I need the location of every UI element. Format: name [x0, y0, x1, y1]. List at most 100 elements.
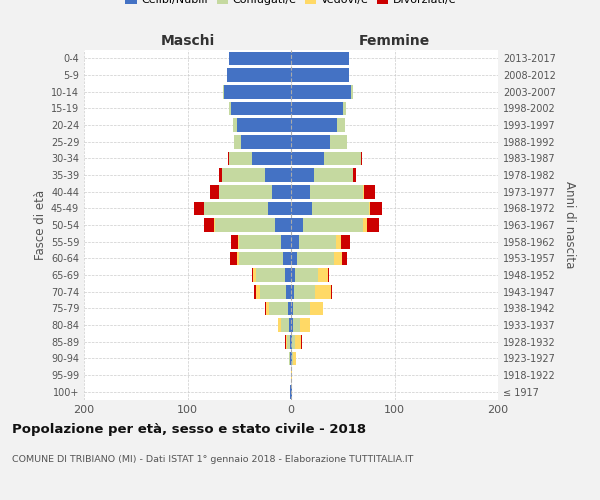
Bar	[286, 285, 291, 298]
Bar	[370, 202, 382, 215]
Bar	[278, 318, 281, 332]
Bar	[253, 268, 256, 282]
Bar	[268, 202, 291, 215]
Bar	[337, 118, 345, 132]
Bar	[291, 185, 310, 198]
Bar	[218, 168, 221, 182]
Bar	[227, 68, 291, 82]
Bar	[286, 335, 287, 348]
Bar	[290, 385, 291, 398]
Bar	[231, 102, 291, 115]
Text: Popolazione per età, sesso e stato civile - 2018: Popolazione per età, sesso e stato civil…	[12, 422, 366, 436]
Bar	[334, 252, 342, 265]
Bar	[304, 218, 364, 232]
Bar	[254, 285, 256, 298]
Bar	[289, 352, 290, 365]
Bar	[218, 185, 272, 198]
Bar	[251, 152, 291, 165]
Bar	[265, 302, 266, 315]
Bar	[266, 302, 269, 315]
Bar	[364, 218, 367, 232]
Y-axis label: Fasce di età: Fasce di età	[34, 190, 47, 260]
Bar	[293, 318, 301, 332]
Bar	[237, 118, 291, 132]
Bar	[353, 168, 356, 182]
Bar	[291, 168, 314, 182]
Bar	[224, 85, 291, 98]
Bar	[331, 135, 347, 148]
Bar	[301, 318, 310, 332]
Bar	[239, 252, 283, 265]
Bar	[299, 235, 335, 248]
Bar	[290, 335, 291, 348]
Bar	[295, 335, 301, 348]
Bar	[265, 168, 291, 182]
Bar	[310, 185, 364, 198]
Bar	[241, 135, 291, 148]
Bar	[291, 68, 349, 82]
Bar	[291, 202, 312, 215]
Bar	[294, 285, 315, 298]
Bar	[234, 135, 241, 148]
Bar	[295, 268, 318, 282]
Bar	[272, 185, 291, 198]
Bar	[293, 302, 310, 315]
Bar	[361, 152, 362, 165]
Bar	[237, 252, 239, 265]
Bar	[260, 285, 286, 298]
Text: Maschi: Maschi	[160, 34, 215, 48]
Bar	[291, 302, 293, 315]
Bar	[291, 235, 299, 248]
Bar	[297, 252, 334, 265]
Bar	[291, 268, 295, 282]
Bar	[335, 235, 341, 248]
Bar	[368, 202, 370, 215]
Bar	[292, 352, 293, 365]
Bar	[291, 218, 304, 232]
Bar	[292, 335, 295, 348]
Bar	[314, 168, 353, 182]
Bar	[233, 118, 237, 132]
Bar	[223, 85, 224, 98]
Bar	[291, 102, 343, 115]
Bar	[215, 218, 275, 232]
Bar	[204, 218, 214, 232]
Bar	[291, 52, 349, 65]
Bar	[324, 152, 361, 165]
Bar	[291, 152, 324, 165]
Bar	[291, 368, 292, 382]
Bar	[315, 285, 331, 298]
Bar	[239, 235, 281, 248]
Bar	[312, 202, 368, 215]
Bar	[364, 185, 375, 198]
Bar	[251, 268, 253, 282]
Bar	[229, 102, 231, 115]
Bar	[256, 285, 260, 298]
Bar	[367, 218, 379, 232]
Bar	[230, 252, 237, 265]
Bar	[228, 152, 229, 165]
Bar	[229, 52, 291, 65]
Bar	[310, 302, 323, 315]
Bar	[291, 385, 292, 398]
Bar	[291, 252, 297, 265]
Legend: Celibi/Nubili, Coniugati/e, Vedovi/e, Divorziati/e: Celibi/Nubili, Coniugati/e, Vedovi/e, Di…	[125, 0, 457, 5]
Bar	[351, 85, 353, 98]
Y-axis label: Anni di nascita: Anni di nascita	[563, 182, 575, 268]
Bar	[281, 318, 289, 332]
Bar	[229, 152, 251, 165]
Bar	[287, 335, 290, 348]
Bar	[281, 235, 291, 248]
Bar	[301, 335, 302, 348]
Bar	[341, 235, 350, 248]
Bar	[204, 202, 268, 215]
Bar	[288, 302, 291, 315]
Bar	[238, 235, 239, 248]
Bar	[221, 168, 265, 182]
Bar	[291, 352, 292, 365]
Bar	[210, 185, 218, 198]
Bar	[285, 335, 286, 348]
Bar	[269, 302, 288, 315]
Bar	[343, 102, 346, 115]
Bar	[214, 218, 215, 232]
